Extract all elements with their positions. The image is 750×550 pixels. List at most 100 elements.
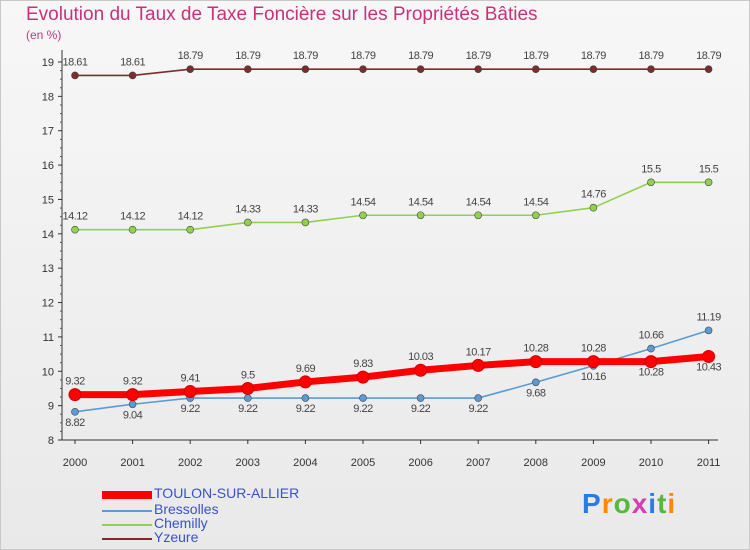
x-tick-label: 2006: [408, 457, 432, 469]
series-point-chemilly: [647, 178, 655, 187]
series-point-yzeure: [359, 65, 367, 74]
y-tick-label: 14: [42, 229, 54, 241]
series-point-toulon-sur-allier: [586, 355, 600, 369]
y-tick-label: 8: [48, 435, 54, 447]
data-label-bressolles: 9.22: [238, 403, 258, 415]
data-label-yzeure: 18.79: [523, 50, 548, 62]
data-label-toulon-sur-allier: 9.83: [353, 358, 373, 370]
data-label-chemilly: 14.33: [235, 203, 260, 215]
data-label-chemilly: 14.12: [120, 211, 145, 223]
data-label-toulon-sur-allier: 10.03: [408, 351, 433, 363]
data-label-chemilly: 14.54: [408, 196, 433, 208]
data-label-toulon-sur-allier: 9.32: [123, 376, 143, 388]
y-tick-label: 16: [42, 160, 54, 172]
series-point-yzeure: [474, 65, 483, 74]
series-point-chemilly: [531, 211, 540, 220]
legend-swatch-toulon: [102, 491, 152, 499]
legend-swatch-bressolles: [102, 510, 152, 512]
data-label-yzeure: 18.79: [408, 50, 433, 62]
y-tick-label: 19: [42, 57, 54, 69]
data-label-bressolles: 9.22: [468, 403, 488, 415]
data-label-yzeure: 18.79: [235, 50, 260, 62]
data-label-yzeure: 18.79: [696, 50, 721, 62]
series-point-yzeure: [301, 65, 310, 74]
series-point-chemilly: [71, 225, 79, 234]
data-label-bressolles: 9.22: [353, 403, 373, 415]
legend-label-toulon: TOULON-SUR-ALLIER: [154, 485, 300, 501]
data-label-bressolles: 9.04: [123, 409, 143, 421]
x-tick-label: 2007: [466, 457, 490, 469]
data-label-toulon-sur-allier: 10.28: [638, 367, 663, 379]
x-tick-label: 2008: [524, 457, 548, 469]
series-point-chemilly: [186, 225, 194, 234]
series-point-yzeure: [128, 71, 137, 80]
series-point-chemilly: [359, 211, 367, 220]
data-label-chemilly: 15.5: [699, 163, 719, 175]
series-point-bressolles: [531, 378, 540, 387]
y-tick-label: 9: [48, 401, 54, 413]
series-point-bressolles: [647, 344, 655, 353]
chart-title: Evolution du Taux de Taxe Foncière sur l…: [26, 4, 538, 25]
series-point-toulon-sur-allier: [356, 370, 370, 384]
y-tick-label: 17: [42, 126, 54, 138]
data-label-toulon-sur-allier: 10.28: [581, 343, 606, 355]
series-point-toulon-sur-allier: [471, 358, 485, 372]
y-tick-label: 15: [42, 194, 54, 206]
data-label-toulon-sur-allier: 9.32: [65, 376, 85, 388]
data-label-yzeure: 18.79: [638, 50, 663, 62]
logo-letter: r: [601, 488, 614, 519]
y-tick-label: 10: [42, 366, 54, 378]
series-point-bressolles: [416, 394, 425, 402]
series-point-chemilly: [474, 211, 483, 220]
data-label-chemilly: 14.12: [178, 211, 203, 223]
data-label-bressolles: 9.22: [411, 403, 431, 415]
data-label-chemilly: 14.54: [523, 196, 548, 208]
legend-swatch-chemilly: [102, 524, 152, 526]
series-point-toulon-sur-allier: [68, 388, 82, 402]
x-tick-label: 2009: [581, 457, 605, 469]
data-label-toulon-sur-allier: 10.28: [523, 343, 548, 355]
series-point-yzeure: [186, 65, 194, 74]
data-label-yzeure: 18.79: [466, 50, 491, 62]
series-point-bressolles: [128, 400, 137, 409]
series-line-yzeure: [74, 68, 710, 77]
data-label-toulon-sur-allier: 9.41: [180, 373, 200, 385]
series-point-yzeure: [71, 71, 79, 80]
series-point-yzeure: [416, 65, 425, 74]
data-label-yzeure: 18.79: [350, 50, 375, 62]
series-point-bressolles: [71, 408, 79, 416]
series-point-bressolles: [704, 326, 713, 335]
series-point-yzeure: [531, 65, 540, 74]
legend-label-yzeure: Yzeure: [154, 529, 199, 545]
data-label-chemilly: 14.76: [581, 189, 606, 201]
data-label-bressolles: 9.68: [526, 387, 546, 399]
x-tick-label: 2004: [293, 457, 317, 469]
data-label-bressolles: 9.22: [180, 403, 200, 415]
series-point-chemilly: [704, 178, 713, 187]
unit-label: (en %): [26, 28, 62, 42]
legend-swatch-yzeure: [102, 538, 152, 540]
series-point-chemilly: [589, 203, 598, 212]
series-point-toulon-sur-allier: [126, 388, 140, 402]
series-point-bressolles: [359, 394, 367, 402]
series-point-toulon-sur-allier: [529, 355, 543, 369]
series-point-yzeure: [589, 65, 598, 74]
logo-letter: i: [667, 488, 677, 519]
data-label-bressolles: 10.66: [638, 330, 663, 342]
x-tick-label: 2003: [236, 457, 260, 469]
data-label-yzeure: 18.61: [62, 56, 87, 68]
x-tick-label: 2005: [351, 457, 375, 469]
data-label-bressolles: 11.19: [696, 311, 721, 323]
data-label-chemilly: 14.12: [62, 211, 87, 223]
y-tick-label: 18: [42, 91, 54, 103]
logo-letter: t: [657, 488, 668, 519]
series-point-yzeure: [704, 65, 713, 74]
data-label-yzeure: 18.79: [581, 50, 606, 62]
data-label-toulon-sur-allier: 10.17: [466, 346, 491, 358]
legend-label-bressolles: Bressolles: [154, 501, 219, 517]
series-point-bressolles: [244, 394, 252, 402]
data-label-bressolles: 10.16: [581, 371, 606, 383]
data-label-toulon-sur-allier: 9.69: [296, 363, 316, 375]
